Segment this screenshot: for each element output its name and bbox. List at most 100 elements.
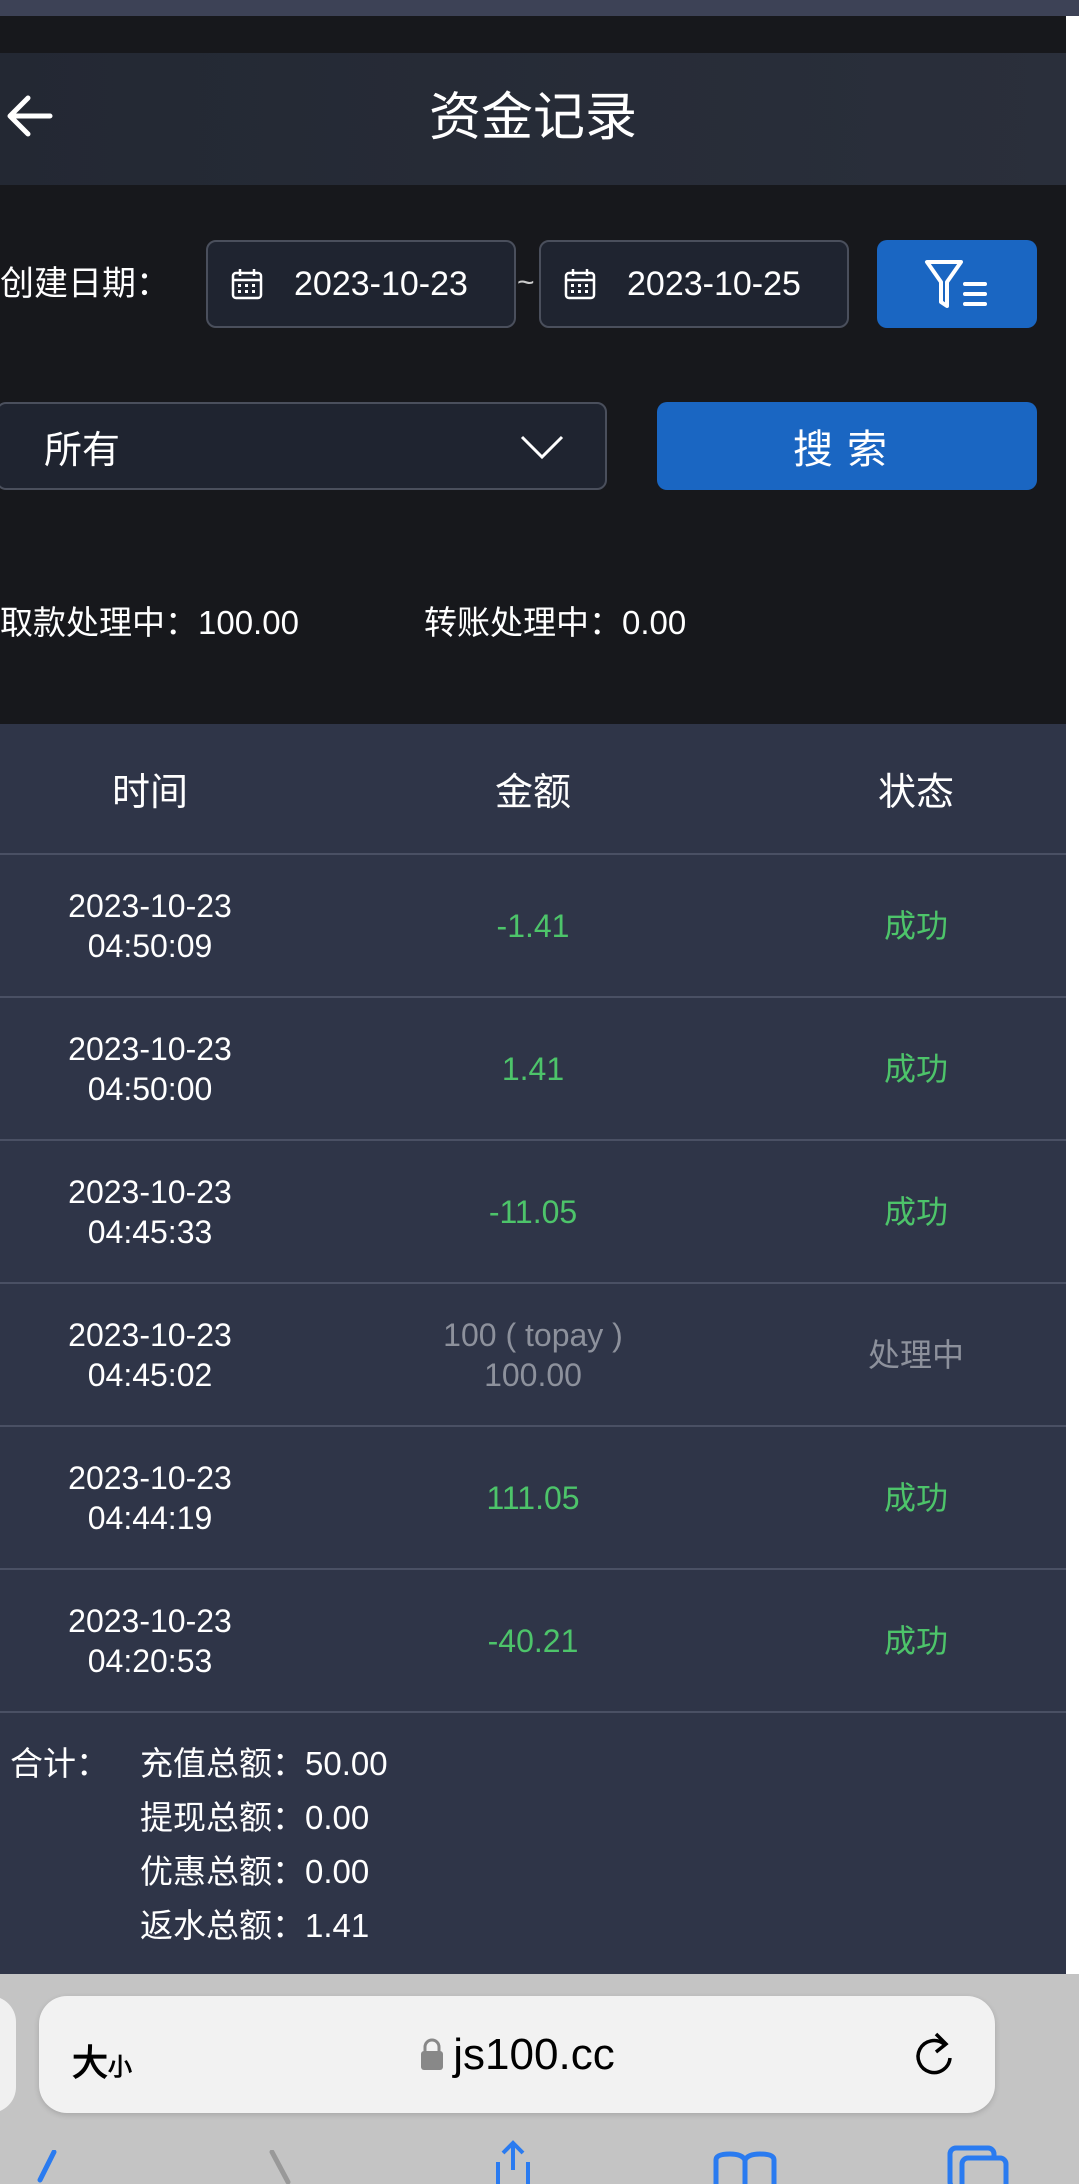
totals-label: 合计： bbox=[10, 1745, 109, 1782]
back-icon[interactable] bbox=[28, 2150, 68, 2184]
calendar-icon bbox=[231, 269, 263, 300]
previous-tab-pill[interactable] bbox=[0, 1996, 16, 2113]
total-value: 0.00 bbox=[305, 1799, 370, 1836]
row-clock: 04:44:19 bbox=[87, 1499, 213, 1536]
table-row: 2023-10-23 04:20:53 -40.21 成功 bbox=[0, 1570, 1066, 1713]
tabs-icon[interactable] bbox=[946, 2144, 1010, 2184]
chevron-down-icon bbox=[520, 435, 564, 460]
column-time: 时间 bbox=[111, 772, 188, 814]
row-amount-value: 1.41 bbox=[501, 1050, 565, 1087]
text-size-small: 小 bbox=[108, 2054, 133, 2081]
row-amount: 1.41 bbox=[300, 1049, 766, 1089]
row-time: 2023-10-23 04:50:00 bbox=[0, 1029, 300, 1109]
transfer-pending-label: 转账处理中： bbox=[424, 604, 622, 641]
withdraw-pending: 取款处理中：100.00 bbox=[0, 603, 299, 643]
table-header: 时间 金额 状态 bbox=[0, 724, 1066, 855]
withdraw-pending-label: 取款处理中： bbox=[0, 604, 198, 641]
row-amount: -1.41 bbox=[300, 906, 766, 946]
share-icon[interactable] bbox=[488, 2140, 538, 2184]
total-item: 提现总额：0.00 bbox=[140, 1791, 388, 1845]
table-row: 2023-10-23 04:50:09 -1.41 成功 bbox=[0, 855, 1066, 998]
date-separator: ~ bbox=[517, 266, 535, 299]
row-date: 2023-10-23 bbox=[68, 1459, 232, 1496]
row-amount: 111.05 bbox=[300, 1478, 766, 1518]
row-amount-value: 100.00 bbox=[484, 1356, 582, 1393]
row-amount-value: -11.05 bbox=[488, 1193, 578, 1230]
status-strip bbox=[0, 0, 1079, 16]
text-size-large: 大 bbox=[72, 2042, 109, 2083]
row-clock: 04:45:02 bbox=[87, 1356, 213, 1393]
lock-icon bbox=[421, 2038, 444, 2070]
withdraw-pending-value: 100.00 bbox=[198, 604, 299, 641]
url-text: js100.cc bbox=[453, 2030, 615, 2079]
table-row: 2023-10-23 04:45:02 100 ( topay ) 100.00 处理中 bbox=[0, 1284, 1066, 1427]
start-date-value: 2023-10-23 bbox=[294, 264, 468, 303]
row-date: 2023-10-23 bbox=[68, 1602, 232, 1639]
type-select-value: 所有 bbox=[44, 429, 121, 472]
row-time: 2023-10-23 04:45:02 bbox=[0, 1315, 300, 1395]
total-label: 充值总额： bbox=[140, 1745, 305, 1782]
row-amount-note: 100 ( topay ) bbox=[443, 1316, 623, 1353]
row-amount-value: 111.05 bbox=[486, 1479, 580, 1516]
total-label: 提现总额： bbox=[140, 1799, 305, 1836]
column-amount: 金额 bbox=[494, 772, 571, 814]
total-item: 充值总额：50.00 bbox=[140, 1737, 388, 1791]
row-time: 2023-10-23 04:45:33 bbox=[0, 1172, 300, 1252]
row-amount-value: -1.41 bbox=[496, 907, 570, 944]
row-date: 2023-10-23 bbox=[68, 887, 232, 924]
total-item: 返水总额：1.41 bbox=[140, 1899, 388, 1953]
row-status: 成功 bbox=[883, 1622, 948, 1659]
totals-section: 合计： 充值总额：50.00 提现总额：0.00 优惠总额：0.00 返水总额：1.4… bbox=[0, 1713, 1066, 1974]
row-status: 处理中 bbox=[867, 1336, 964, 1373]
row-clock: 04:50:09 bbox=[87, 927, 213, 964]
row-status: 成功 bbox=[883, 907, 948, 944]
row-status: 成功 bbox=[883, 1479, 948, 1516]
total-item: 优惠总额：0.00 bbox=[140, 1845, 388, 1899]
type-select[interactable]: 所有 bbox=[0, 402, 607, 490]
transfer-pending-value: 0.00 bbox=[622, 604, 687, 641]
filter-button[interactable] bbox=[877, 240, 1037, 328]
row-clock: 04:20:53 bbox=[87, 1642, 213, 1679]
row-amount-value: -40.21 bbox=[487, 1622, 579, 1659]
search-button[interactable]: 搜索 bbox=[657, 402, 1037, 490]
row-amount: -40.21 bbox=[300, 1621, 766, 1661]
total-label: 返水总额： bbox=[140, 1907, 305, 1944]
app-header bbox=[0, 53, 1066, 185]
reload-icon[interactable] bbox=[912, 2030, 958, 2082]
row-clock: 04:45:33 bbox=[87, 1213, 213, 1250]
arrow-left-icon[interactable] bbox=[4, 90, 56, 142]
row-time: 2023-10-23 04:50:09 bbox=[0, 886, 300, 966]
end-date-input[interactable]: 2023-10-25 bbox=[539, 240, 849, 328]
date-label: 创建日期： bbox=[0, 265, 170, 303]
row-status: 成功 bbox=[883, 1193, 948, 1230]
forward-icon[interactable] bbox=[260, 2150, 300, 2184]
row-clock: 04:50:00 bbox=[87, 1070, 213, 1107]
page-title: 资金记录 bbox=[428, 89, 637, 147]
records-table: 时间 金额 状态 2023-10-23 04:50:09 -1.41 成功 2023-1… bbox=[0, 724, 1066, 1713]
start-date-input[interactable]: 2023-10-23 bbox=[206, 240, 516, 328]
total-value: 1.41 bbox=[305, 1907, 370, 1944]
table-row: 2023-10-23 04:50:00 1.41 成功 bbox=[0, 998, 1066, 1141]
total-value: 50.00 bbox=[305, 1745, 388, 1782]
text-size-button[interactable]: 大小 bbox=[72, 2034, 132, 2086]
table-row: 2023-10-23 04:44:19 111.05 成功 bbox=[0, 1427, 1066, 1570]
total-value: 0.00 bbox=[305, 1853, 370, 1890]
column-status: 状态 bbox=[877, 772, 954, 814]
row-status: 成功 bbox=[883, 1050, 948, 1087]
row-amount: -11.05 bbox=[300, 1192, 766, 1232]
row-date: 2023-10-23 bbox=[68, 1030, 232, 1067]
row-time: 2023-10-23 04:44:19 bbox=[0, 1458, 300, 1538]
total-label: 优惠总额： bbox=[140, 1853, 305, 1890]
address-bar[interactable] bbox=[39, 1996, 995, 2113]
bookmarks-icon[interactable] bbox=[712, 2150, 778, 2184]
filter-icon bbox=[925, 260, 987, 308]
calendar-icon bbox=[564, 269, 596, 300]
transfer-pending: 转账处理中：0.00 bbox=[424, 603, 686, 643]
row-time: 2023-10-23 04:20:53 bbox=[0, 1601, 300, 1681]
url-display[interactable]: js100.cc bbox=[39, 2030, 995, 2080]
row-date: 2023-10-23 bbox=[68, 1173, 232, 1210]
table-row: 2023-10-23 04:45:33 -11.05 成功 bbox=[0, 1141, 1066, 1284]
row-date: 2023-10-23 bbox=[68, 1316, 232, 1353]
row-amount: 100 ( topay ) 100.00 bbox=[300, 1315, 766, 1395]
end-date-value: 2023-10-25 bbox=[627, 264, 801, 303]
